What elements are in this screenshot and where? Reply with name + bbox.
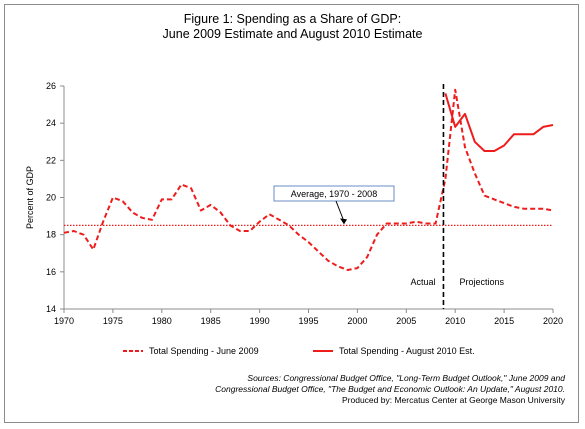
sources-line-3: Produced by: Mercatus Center at George M… — [342, 395, 565, 405]
sources-note: Sources: Congressional Budget Office, "L… — [45, 373, 565, 406]
y-tick-label: 16 — [46, 267, 56, 277]
x-tick-label: 2015 — [494, 316, 514, 326]
annotation-actual: Actual — [410, 277, 435, 287]
y-tick-label: 20 — [46, 193, 56, 203]
x-tick-label: 1970 — [54, 316, 74, 326]
annotation-projections: Projections — [459, 277, 504, 287]
average-callout-arrow — [335, 200, 345, 222]
chart-series — [63, 88, 554, 271]
x-tick-label: 2005 — [396, 316, 416, 326]
series-line-june-2009 — [63, 88, 554, 271]
legend-label-august-2010: Total Spending - August 2010 Est. — [339, 346, 475, 356]
y-tick-label: 26 — [46, 81, 56, 91]
y-tick-label: 18 — [46, 230, 56, 240]
series-line-august-2010 — [444, 93, 554, 152]
chart-title-line-1: Figure 1: Spending as a Share of GDP: — [183, 12, 402, 26]
x-tick-label: 2000 — [347, 316, 367, 326]
x-tick-label: 1985 — [201, 316, 221, 326]
chart-legend: Total Spending - June 2009 Total Spending… — [123, 346, 475, 356]
x-tick-label: 2020 — [543, 316, 563, 326]
y-axis-label: Percent of GDP — [25, 166, 35, 229]
chart-title: Figure 1: Spending as a Share of GDP: Ju… — [0, 12, 585, 42]
chart-overlay: Actual Projections Average, 1970 - 2008 — [64, 84, 553, 309]
x-tick-label: 1995 — [298, 316, 318, 326]
x-tick-label: 1990 — [250, 316, 270, 326]
figure-frame — [4, 4, 579, 423]
x-tick-label: 1975 — [103, 316, 123, 326]
y-tick-label: 22 — [46, 155, 56, 165]
chart-ticks: 14 16 18 20 22 24 26 1970 1975 1980 1985 1990 1995 20… — [46, 81, 563, 326]
sources-line-1: Sources: Congressional Budget Office, "L… — [247, 373, 565, 383]
chart-title-line-2: June 2009 Estimate and August 2010 Estim… — [162, 27, 423, 41]
average-callout-arrowhead — [340, 218, 347, 225]
x-tick-label: 2010 — [445, 316, 465, 326]
legend-label-june-2009: Total Spending - June 2009 — [149, 346, 259, 356]
average-callout-box — [273, 185, 395, 202]
y-tick-label: 24 — [46, 118, 56, 128]
sources-line-2: Congressional Budget Office, "The Budget… — [215, 384, 565, 394]
y-tick-label: 14 — [46, 304, 56, 314]
x-tick-label: 1980 — [152, 316, 172, 326]
average-callout-label: Average, 1970 - 2008 — [291, 189, 377, 199]
